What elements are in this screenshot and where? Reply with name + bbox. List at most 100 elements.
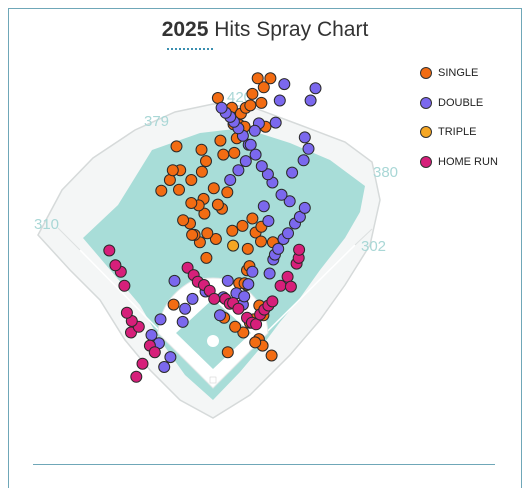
triple-hit-marker <box>227 239 240 252</box>
double-hit-marker <box>282 227 294 240</box>
home-run-hit-marker <box>103 244 116 257</box>
double-hit-marker <box>176 315 189 328</box>
double-hit-marker <box>263 267 276 280</box>
double-hit-marker <box>304 94 317 107</box>
double-hit-marker <box>297 154 310 167</box>
double-hit-marker <box>242 278 255 291</box>
double-hit-marker <box>283 195 296 208</box>
title-underline <box>167 48 213 50</box>
double-hit-marker <box>246 265 259 278</box>
single-hit-marker <box>241 242 254 255</box>
single-hit-marker <box>217 148 230 161</box>
double-hit-marker <box>262 215 275 227</box>
double-hit-marker <box>244 138 257 151</box>
single-hit-marker <box>236 219 249 232</box>
home-run-hit-marker <box>293 243 306 256</box>
single-hit-marker <box>265 349 278 362</box>
home-run-hit-marker <box>232 302 245 315</box>
double-hit-marker <box>248 124 261 137</box>
double-hit-marker <box>215 101 228 114</box>
single-hit-marker <box>195 165 208 178</box>
single-hit-marker <box>195 143 208 156</box>
single-hit-marker <box>170 140 183 153</box>
double-hit-marker <box>224 174 237 186</box>
legend-swatch-home-run <box>420 155 432 168</box>
single-hit-marker <box>209 233 222 245</box>
distance-labels: 310 379 420 380 302 <box>34 89 398 255</box>
single-hit-marker <box>226 224 239 237</box>
double-hit-marker <box>232 164 245 177</box>
double-hit-marker <box>269 116 282 129</box>
double-hit-marker <box>261 168 274 181</box>
single-hit-marker <box>163 174 176 186</box>
double-hit-marker <box>214 309 226 322</box>
double-hit-marker <box>238 290 251 303</box>
home-run-hit-marker <box>148 346 161 359</box>
home-run-hit-marker <box>130 370 143 383</box>
double-hit-marker <box>186 292 199 305</box>
distance-right-center: 380 <box>373 164 398 181</box>
legend-item-single: SINGLE <box>420 66 498 80</box>
single-hit-marker <box>264 72 277 85</box>
double-hit-marker <box>286 166 299 179</box>
double-hit-marker <box>298 131 311 144</box>
double-hit-marker <box>179 302 192 315</box>
single-hit-marker <box>237 326 250 339</box>
single-hit-marker <box>221 346 234 359</box>
outfield-grass <box>83 128 365 400</box>
single-hit-marker <box>249 336 262 349</box>
home-run-hit-marker <box>120 306 133 319</box>
legend-label-home-run: HOME RUN <box>438 155 498 168</box>
single-hit-marker <box>251 72 264 85</box>
single-hit-marker <box>246 87 259 100</box>
single-hit-marker <box>207 182 220 195</box>
pitchers-mound <box>207 335 219 347</box>
double-hit-marker <box>164 351 177 364</box>
distance-left-center: 379 <box>144 113 169 130</box>
double-hit-marker <box>309 82 322 95</box>
chart-title: 2025 Hits Spray Chart <box>0 18 530 42</box>
legend-label-single: SINGLE <box>438 67 479 79</box>
single-hit-marker <box>221 186 234 199</box>
double-hit-marker <box>272 242 285 255</box>
double-hit-marker <box>239 155 252 168</box>
legend-swatch-double <box>420 96 432 109</box>
home-run-hit-marker <box>266 295 279 308</box>
home-run-hit-marker <box>274 279 287 292</box>
legend: SINGLE DOUBLE TRIPLE HOME RUN <box>420 66 498 184</box>
double-hit-marker <box>255 160 268 173</box>
single-hit-marker <box>177 214 190 227</box>
single-hit-marker <box>211 198 224 211</box>
home-run-hit-marker <box>109 259 122 272</box>
home-run-hit-marker <box>284 280 297 293</box>
legend-swatch-triple <box>420 126 432 138</box>
double-hit-marker <box>257 200 270 213</box>
single-hit-marker <box>244 99 257 112</box>
single-hit-marker <box>257 81 270 94</box>
double-hit-marker <box>293 210 306 223</box>
distance-left-line: 310 <box>34 216 59 233</box>
double-hit-marker <box>278 78 291 91</box>
double-hit-marker <box>298 201 311 214</box>
single-hit-marker <box>186 228 199 241</box>
single-hit-marker <box>155 184 168 197</box>
single-hit-marker <box>166 164 179 177</box>
double-hit-marker <box>302 142 315 155</box>
double-hit-marker <box>158 361 171 373</box>
double-hit-marker <box>145 329 158 341</box>
legend-label-triple: TRIPLE <box>438 126 477 138</box>
chart-frame <box>8 8 522 488</box>
single-hit-marker <box>200 155 212 168</box>
double-hit-marker <box>154 313 167 326</box>
single-hit-marker <box>185 174 198 186</box>
single-hit-marker <box>255 235 267 248</box>
single-hit-marker <box>200 251 213 264</box>
home-run-hit-marker <box>208 292 221 305</box>
single-hit-marker <box>198 207 211 220</box>
legend-label-double: DOUBLE <box>438 96 484 109</box>
legend-swatch-single <box>420 67 432 79</box>
chart-title-year: 2025 <box>161 18 209 41</box>
home-run-hit-marker <box>118 279 131 292</box>
right-line-ext <box>354 228 373 246</box>
double-hit-marker <box>249 148 262 161</box>
